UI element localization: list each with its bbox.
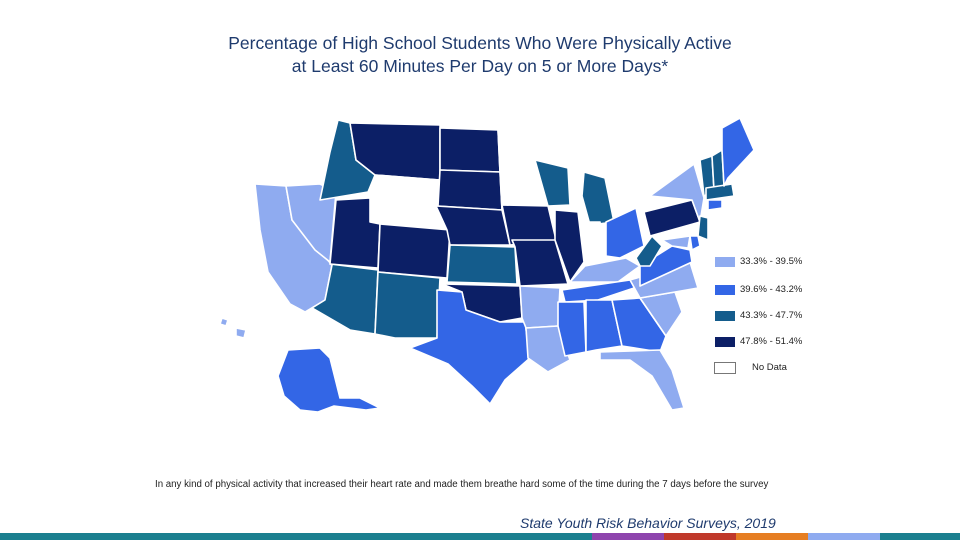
legend-swatch-1 <box>714 256 736 268</box>
title-line-2: at Least 60 Minutes Per Day on 5 or More… <box>291 56 669 76</box>
state-hawaii-2 <box>219 317 229 327</box>
legend-swatch-3 <box>714 310 736 322</box>
state-kansas <box>446 244 518 285</box>
state-kentucky <box>569 257 641 283</box>
state-florida <box>599 349 685 411</box>
state-alabama <box>585 299 623 353</box>
state-nebraska <box>435 205 511 246</box>
legend-label-3: 43.3% - 47.7% <box>740 310 803 321</box>
state-oregon <box>261 137 331 184</box>
state-illinois <box>554 209 585 283</box>
state-michigan <box>581 171 615 226</box>
state-west-virginia <box>635 235 663 267</box>
state-hawaii <box>235 327 247 339</box>
title-line-1: Percentage of High School Students Who W… <box>228 33 732 53</box>
state-wisconsin <box>534 159 571 207</box>
bottom-bar-segment-3 <box>592 533 664 540</box>
state-south-dakota <box>437 169 503 211</box>
bottom-color-bar <box>0 533 960 540</box>
state-alaska <box>277 347 381 413</box>
state-missouri <box>511 239 569 287</box>
state-indiana <box>581 221 606 267</box>
state-colorado <box>377 223 451 279</box>
state-north-dakota <box>439 127 501 173</box>
bottom-bar-segment-6 <box>808 533 880 540</box>
legend-swatch-5 <box>714 362 736 374</box>
legend-label-1: 33.3% - 39.5% <box>740 256 803 267</box>
source-citation: State Youth Risk Behavior Surveys, 2019 <box>520 515 776 531</box>
state-connecticut <box>707 199 723 211</box>
legend-label-4: 47.8% - 51.4% <box>740 336 803 347</box>
legend-label-5: No Data <box>752 362 787 373</box>
legend-swatch-2 <box>714 284 736 296</box>
state-georgia <box>611 297 667 353</box>
state-maryland <box>661 235 691 249</box>
state-wyoming <box>369 174 441 226</box>
state-minnesota <box>497 129 561 211</box>
state-delaware <box>689 235 701 251</box>
bottom-bar-segment-2 <box>320 533 592 540</box>
state-ohio <box>605 207 645 259</box>
bottom-bar-segment-4 <box>664 533 736 540</box>
state-new-mexico <box>374 271 441 339</box>
state-iowa <box>501 204 557 246</box>
state-mississippi <box>557 301 587 357</box>
map-title: Percentage of High School Students Who W… <box>120 32 840 78</box>
bottom-bar-segment-1 <box>0 533 320 540</box>
legend-swatch-4 <box>714 336 736 348</box>
state-arkansas <box>519 285 561 329</box>
state-texas <box>409 289 531 405</box>
footnote: In any kind of physical activity that in… <box>155 479 769 490</box>
state-virginia <box>639 245 693 287</box>
state-maine <box>721 117 755 187</box>
state-louisiana <box>525 325 571 373</box>
state-new-jersey <box>697 215 709 241</box>
bottom-bar-segment-5 <box>736 533 808 540</box>
state-tennessee <box>561 279 641 303</box>
state-new-york <box>649 163 705 223</box>
legend-label-2: 39.6% - 43.2% <box>740 284 803 295</box>
state-pennsylvania <box>643 199 701 237</box>
bottom-bar-segment-7 <box>880 533 960 540</box>
